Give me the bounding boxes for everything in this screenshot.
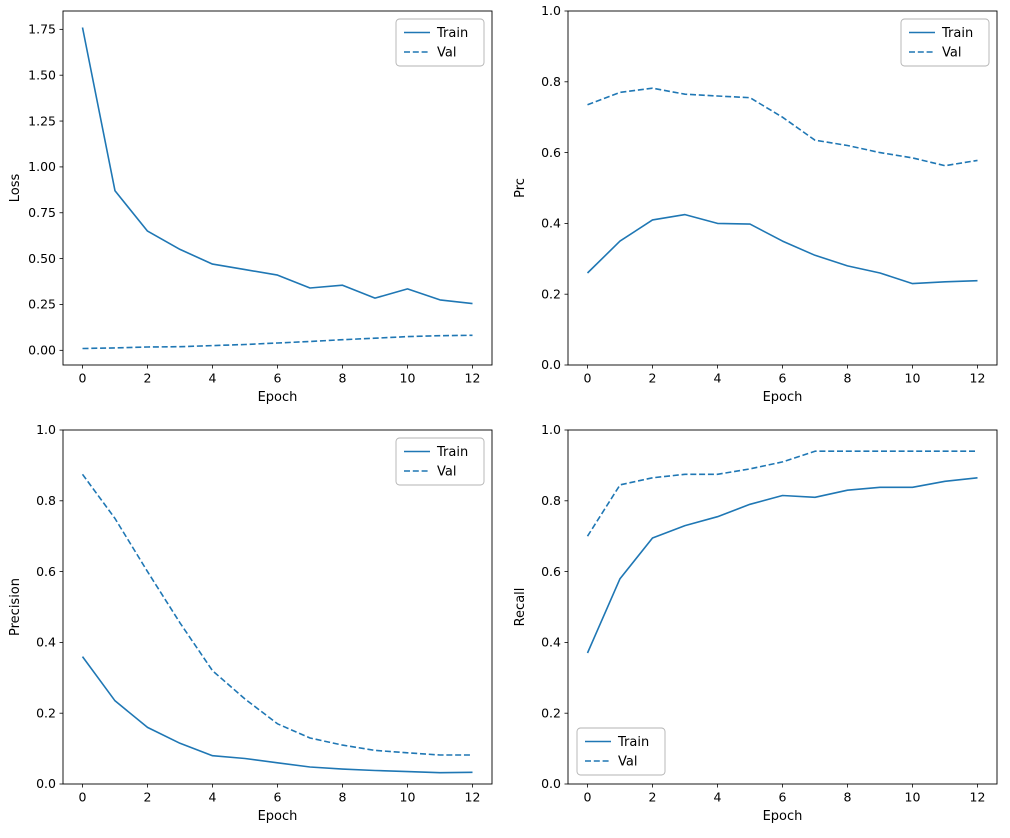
legend-label-val: Val (618, 755, 637, 770)
series-line-val (586, 450, 978, 537)
legend-box (900, 18, 990, 67)
x-tick-label: 12 (465, 371, 481, 386)
x-tick-label: 0 (79, 371, 87, 386)
series-line-train (81, 656, 473, 774)
y-tick-label: 0.2 (541, 705, 561, 720)
recall-chart: 0 2 4 6 8 10 12 0.0 0.2 0.4 0.6 0.8 1.0 Epoch Recall Tr… (505, 419, 1010, 838)
series-line-val (81, 473, 473, 756)
x-tick-label: 0 (584, 790, 592, 805)
y-axis-label: Recall (513, 588, 528, 627)
legend-label-train: Train (617, 735, 649, 750)
x-axis-label: Epoch (258, 390, 298, 405)
x-tick-label: 2 (649, 790, 657, 805)
y-tick-label: 0.25 (28, 297, 56, 312)
y-tick-label: 1.75 (28, 22, 56, 37)
axes-frame (62, 10, 493, 366)
y-tick-label: 0.8 (541, 493, 561, 508)
x-tick-label: 8 (339, 790, 347, 805)
x-axis-label: Epoch (763, 390, 803, 405)
y-tick-label: 0.00 (28, 343, 56, 358)
x-tick-label: 8 (339, 371, 347, 386)
y-tick-label: 1.0 (541, 422, 561, 437)
series-line-train (586, 477, 978, 654)
y-tick-label: 0.4 (36, 635, 56, 650)
y-tick-label: 0.6 (36, 564, 56, 579)
legend-label-train: Train (436, 445, 468, 460)
series-line-val (587, 87, 978, 167)
axes-frame (567, 429, 998, 785)
y-tick-label: 0.50 (28, 251, 56, 266)
y-tick-label: 0.4 (541, 635, 561, 650)
legend-label-train: Train (941, 26, 973, 41)
y-tick-label: 1.50 (28, 67, 56, 82)
legend-label-val: Val (437, 465, 456, 480)
legend-label-train: Train (436, 26, 468, 41)
x-tick-label: 2 (649, 371, 657, 386)
x-tick-label: 4 (714, 790, 722, 805)
prc-chart: 0 2 4 6 8 10 12 0.0 0.2 0.4 0.6 0.8 1.0 Epoch Prc Train… (505, 0, 1010, 419)
x-tick-label: 12 (465, 790, 481, 805)
x-tick-label: 2 (144, 371, 152, 386)
series-line-val (82, 334, 473, 350)
x-tick-label: 0 (584, 371, 592, 386)
x-tick-label: 8 (844, 790, 852, 805)
y-tick-label: 1.0 (36, 422, 56, 437)
x-tick-label: 10 (905, 371, 921, 386)
x-axis-label: Epoch (763, 809, 803, 824)
legend-label-val: Val (942, 46, 961, 61)
x-tick-label: 4 (209, 371, 217, 386)
y-tick-label: 1.25 (28, 113, 56, 128)
y-tick-label: 0.6 (541, 145, 561, 160)
axes-frame (567, 10, 998, 366)
x-tick-label: 8 (844, 371, 852, 386)
x-tick-label: 10 (400, 790, 416, 805)
series-line-train (586, 213, 978, 285)
x-tick-label: 4 (714, 371, 722, 386)
x-tick-label: 10 (905, 790, 921, 805)
y-tick-label: 0.8 (541, 74, 561, 89)
x-tick-label: 12 (970, 790, 986, 805)
y-tick-label: 1.0 (541, 3, 561, 18)
y-axis-label: Precision (8, 578, 23, 636)
precision-chart-canvas: 0 2 4 6 8 10 12 0.0 0.2 0.4 0.6 0.8 1.0 Epoch Precisio… (8, 422, 493, 824)
x-tick-label: 6 (274, 371, 282, 386)
loss-chart: 0 2 4 6 8 10 12 0.00 0.25 0.50 0.75 1.00 1.25 1.50 1.7… (0, 0, 505, 419)
x-tick-label: 10 (400, 371, 416, 386)
series-line-train (81, 27, 473, 305)
x-tick-label: 6 (779, 371, 787, 386)
y-tick-label: 0.8 (36, 493, 56, 508)
legend-box (395, 437, 485, 486)
y-tick-label: 0.0 (541, 776, 561, 791)
y-tick-label: 0.4 (541, 216, 561, 231)
legend-box (395, 18, 485, 67)
x-tick-label: 4 (209, 790, 217, 805)
y-axis-label: Prc (513, 178, 528, 198)
y-tick-label: 0.2 (541, 286, 561, 301)
x-tick-label: 2 (144, 790, 152, 805)
y-tick-label: 1.00 (28, 159, 56, 174)
y-tick-label: 0.0 (36, 776, 56, 791)
legend-box (576, 727, 666, 776)
x-tick-label: 0 (79, 790, 87, 805)
y-tick-label: 0.6 (541, 564, 561, 579)
x-axis-label: Epoch (258, 809, 298, 824)
x-tick-label: 6 (274, 790, 282, 805)
recall-chart-canvas: 0 2 4 6 8 10 12 0.0 0.2 0.4 0.6 0.8 1.0 Epoch Recall Tr… (513, 422, 998, 824)
legend-label-val: Val (437, 46, 456, 61)
precision-chart: 0 2 4 6 8 10 12 0.0 0.2 0.4 0.6 0.8 1.0 Epoch Precisio… (0, 419, 505, 838)
x-tick-label: 6 (779, 790, 787, 805)
y-tick-label: 0.0 (541, 357, 561, 372)
y-tick-label: 0.2 (36, 705, 56, 720)
axes-frame (62, 429, 493, 785)
loss-chart-canvas: 0 2 4 6 8 10 12 0.00 0.25 0.50 0.75 1.00 1.25 1.50 1.7… (8, 10, 493, 405)
y-tick-label: 0.75 (28, 205, 56, 220)
prc-chart-canvas: 0 2 4 6 8 10 12 0.0 0.2 0.4 0.6 0.8 1.0 Epoch Prc Train… (513, 3, 998, 405)
x-tick-label: 12 (970, 371, 986, 386)
y-axis-label: Loss (8, 174, 23, 203)
